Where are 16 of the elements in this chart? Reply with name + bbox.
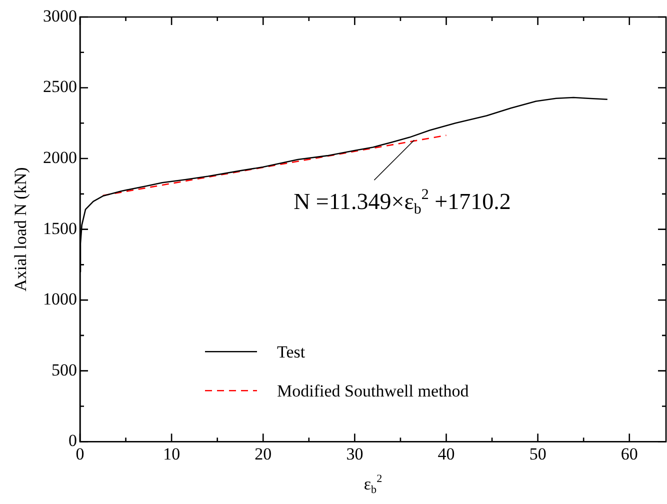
y-tick-label: 500	[52, 360, 77, 380]
x-tick-label: 60	[620, 444, 638, 464]
legend-label: Test	[277, 342, 306, 362]
x-tick-label: 40	[438, 444, 455, 464]
y-axis-title: Axial load N (kN)	[11, 167, 30, 292]
y-tick-label: 0	[68, 431, 77, 450]
x-tick-label: 50	[529, 444, 546, 464]
y-tick-label: 1500	[43, 218, 77, 238]
x-tick-label: 30	[346, 444, 364, 464]
y-tick-label: 3000	[43, 6, 77, 26]
y-tick-label: 1000	[43, 290, 77, 309]
y-tick-label: 2500	[43, 77, 77, 96]
x-tick-label: 10	[163, 444, 180, 464]
x-tick-label: 20	[254, 444, 272, 464]
y-tick-label: 2000	[43, 148, 77, 167]
legend-label: Modified Southwell method	[277, 382, 470, 401]
